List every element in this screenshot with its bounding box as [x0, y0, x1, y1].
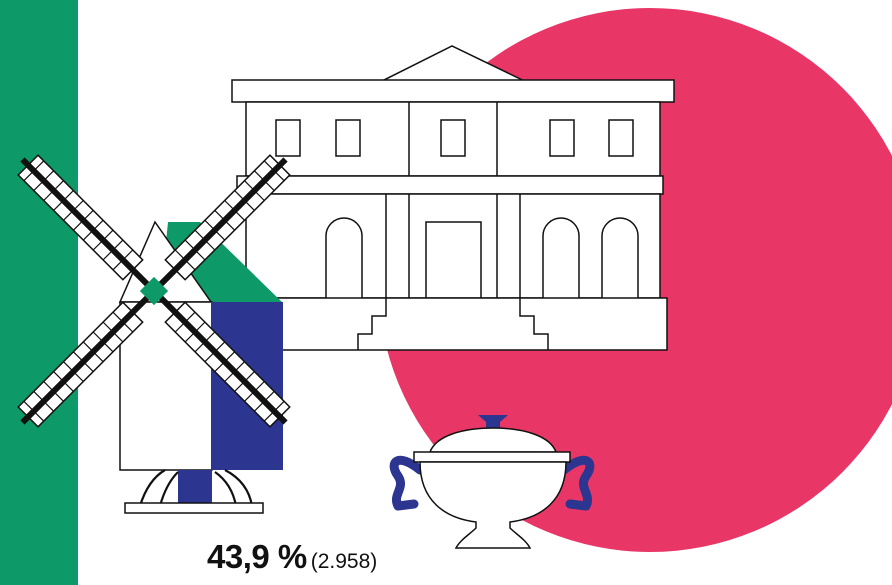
- windmill-sail: [151, 288, 291, 428]
- soup-tureen-icon: [389, 415, 595, 549]
- windmill-sail: [17, 154, 157, 294]
- manor-house-icon: [231, 45, 675, 351]
- stat-count: (2.958): [310, 550, 378, 573]
- windmill-sails: [17, 154, 291, 428]
- green-band: [0, 0, 78, 585]
- windmill-sail: [151, 154, 291, 294]
- stat-caption: 43,9 % (2.958): [207, 538, 377, 576]
- stat-percentage: 43,9 %: [207, 538, 307, 575]
- windmill-sail: [17, 288, 157, 428]
